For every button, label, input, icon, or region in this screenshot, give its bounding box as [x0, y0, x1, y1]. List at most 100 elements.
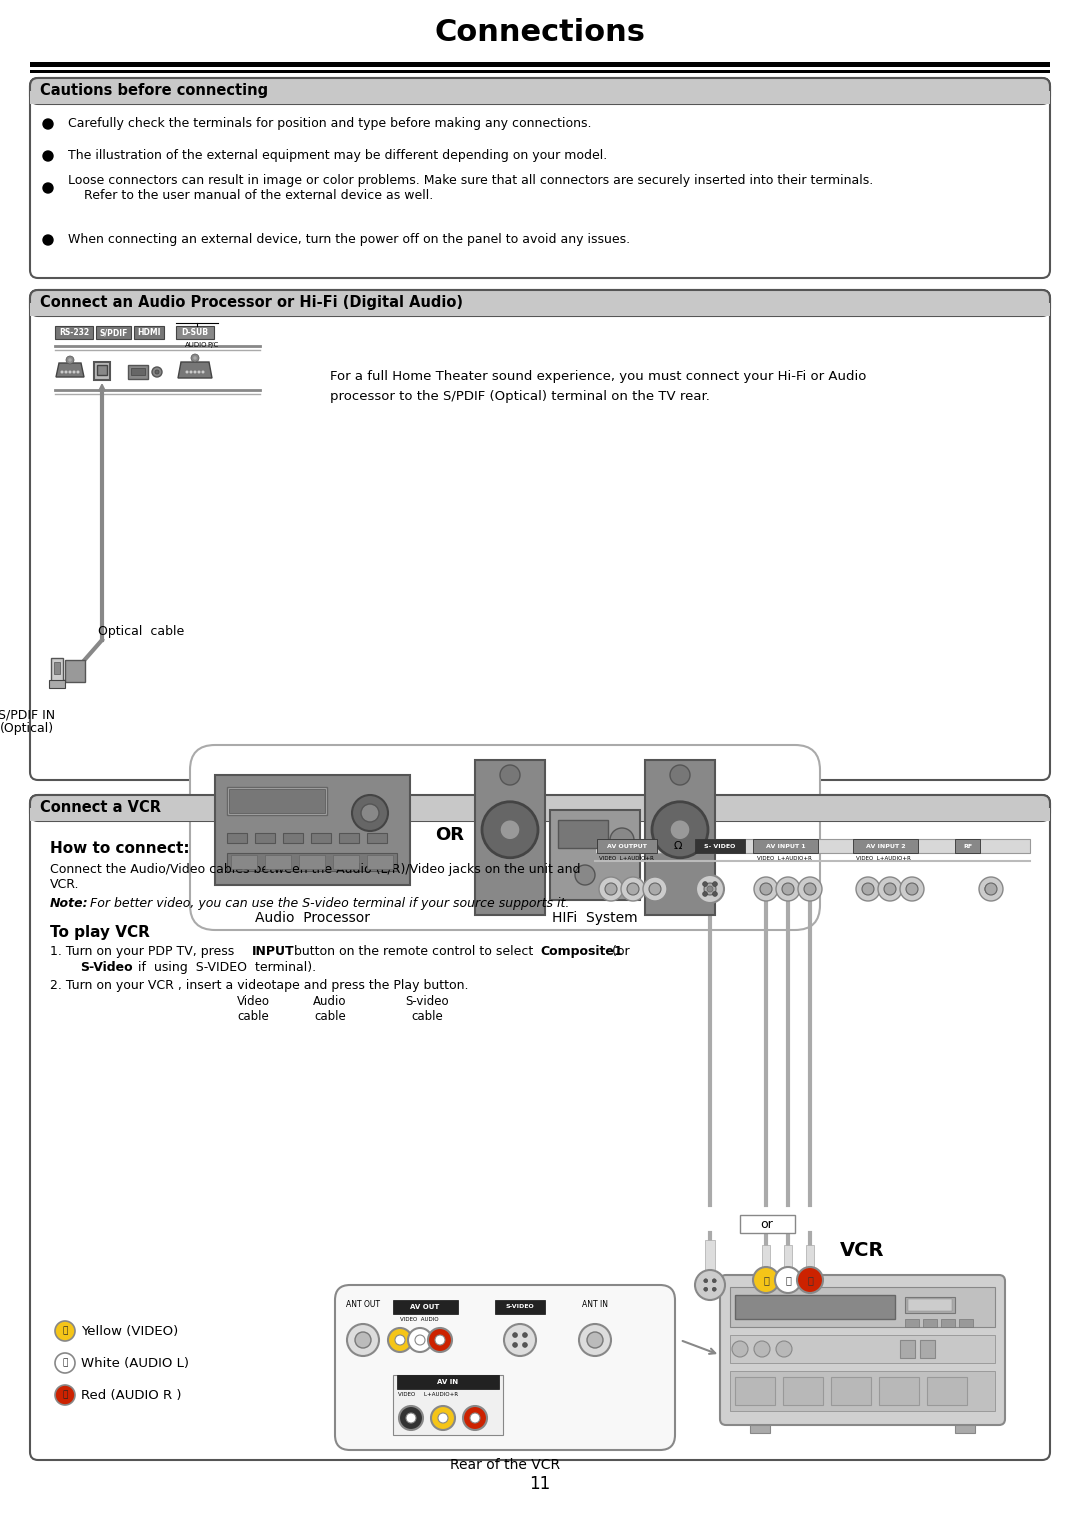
Text: The illustration of the external equipment may be different depending on your mo: The illustration of the external equipme… [68, 150, 607, 162]
Bar [283, 834, 303, 843]
Text: OR: OR [435, 826, 464, 844]
Circle shape [670, 765, 690, 785]
Bar [30, 63, 1050, 67]
Bar [730, 1335, 995, 1364]
Text: Connect a VCR: Connect a VCR [40, 800, 161, 815]
Bar [255, 834, 275, 843]
Text: AV INPUT 2: AV INPUT 2 [866, 843, 905, 849]
Bar [730, 1287, 995, 1327]
Text: VCR: VCR [840, 1241, 885, 1260]
Circle shape [707, 886, 713, 892]
Bar [806, 1245, 814, 1286]
Circle shape [395, 1335, 405, 1345]
Text: S/PDIF: S/PDIF [99, 328, 127, 337]
Circle shape [649, 883, 661, 895]
Bar [905, 1319, 919, 1327]
Circle shape [72, 371, 76, 374]
Circle shape [406, 1412, 416, 1423]
Text: Red (AUDIO R ): Red (AUDIO R ) [81, 1388, 181, 1402]
Text: Ω: Ω [674, 841, 683, 851]
Text: Audio
cable: Audio cable [313, 996, 347, 1023]
Bar [397, 1374, 499, 1390]
Circle shape [621, 876, 645, 901]
Bar [134, 325, 164, 339]
Circle shape [186, 371, 189, 374]
Text: Connections: Connections [434, 18, 646, 47]
Text: Ⓦ: Ⓦ [785, 1275, 791, 1286]
Text: S/PDIF IN: S/PDIF IN [0, 709, 55, 721]
Bar [227, 834, 247, 843]
Circle shape [43, 235, 53, 244]
Circle shape [703, 892, 707, 896]
Bar [923, 1319, 937, 1327]
Text: 1. Turn on your PDP TV, press: 1. Turn on your PDP TV, press [50, 945, 239, 957]
Circle shape [198, 371, 201, 374]
Circle shape [713, 881, 717, 887]
Text: VCR.: VCR. [50, 878, 80, 890]
Text: VIDEO  L+AUDIO+R: VIDEO L+AUDIO+R [599, 857, 653, 861]
Bar [955, 1425, 975, 1432]
Text: HDMI: HDMI [137, 328, 161, 337]
Circle shape [754, 876, 778, 901]
Circle shape [202, 371, 204, 374]
Text: S-video
cable: S-video cable [405, 996, 448, 1023]
Circle shape [55, 1321, 75, 1341]
Circle shape [435, 1335, 445, 1345]
Bar [311, 834, 330, 843]
Text: AV OUTPUT: AV OUTPUT [607, 843, 647, 849]
Bar [96, 325, 131, 339]
Text: AV OUT: AV OUT [410, 1304, 440, 1310]
Bar [367, 855, 393, 869]
Circle shape [704, 1287, 707, 1292]
Text: Ⓡ: Ⓡ [63, 1391, 68, 1400]
Bar [831, 1377, 870, 1405]
Circle shape [189, 371, 192, 374]
Circle shape [43, 151, 53, 160]
Text: S-Video: S-Video [80, 960, 133, 974]
Bar [784, 1245, 792, 1286]
Bar [131, 368, 145, 376]
Bar [65, 660, 85, 683]
Circle shape [388, 1328, 411, 1351]
Bar [908, 1299, 951, 1312]
Text: Cautions before connecting: Cautions before connecting [40, 84, 268, 99]
Text: 11: 11 [529, 1475, 551, 1493]
Circle shape [65, 371, 67, 374]
Circle shape [978, 876, 1003, 901]
Bar [495, 1299, 545, 1315]
Circle shape [68, 371, 71, 374]
FancyBboxPatch shape [30, 78, 1050, 104]
Circle shape [985, 883, 997, 895]
Text: For better video, you can use the S-video terminal if your source supports it.: For better video, you can use the S-vide… [82, 896, 569, 910]
Text: Carefully check the terminals for position and type before making any connection: Carefully check the terminals for positi… [68, 118, 592, 130]
Circle shape [906, 883, 918, 895]
Bar [705, 1240, 715, 1290]
Circle shape [798, 876, 822, 901]
Circle shape [985, 884, 995, 893]
Circle shape [55, 1385, 75, 1405]
FancyBboxPatch shape [720, 1275, 1005, 1425]
Text: ANT OUT: ANT OUT [346, 1299, 380, 1309]
Text: Note:: Note: [50, 896, 89, 910]
Bar [783, 1377, 823, 1405]
Bar [597, 838, 657, 854]
FancyBboxPatch shape [190, 745, 820, 930]
Text: Ⓡ: Ⓡ [807, 1275, 813, 1286]
Circle shape [579, 1324, 611, 1356]
Circle shape [605, 883, 617, 895]
FancyBboxPatch shape [30, 290, 1050, 780]
Text: VIDEO  L+AUDIO+R: VIDEO L+AUDIO+R [757, 857, 812, 861]
Bar [55, 325, 93, 339]
Text: D-SUB: D-SUB [181, 328, 208, 337]
Text: VIDEO  AUDIO: VIDEO AUDIO [400, 1316, 438, 1322]
Bar [30, 808, 1050, 822]
Circle shape [152, 366, 162, 377]
Polygon shape [178, 362, 212, 379]
Bar [927, 1377, 967, 1405]
Bar [645, 760, 715, 915]
Circle shape [777, 1341, 792, 1358]
Bar [333, 855, 359, 869]
Text: Rear of the VCR: Rear of the VCR [450, 1458, 561, 1472]
Circle shape [500, 765, 519, 785]
Circle shape [797, 1267, 823, 1293]
